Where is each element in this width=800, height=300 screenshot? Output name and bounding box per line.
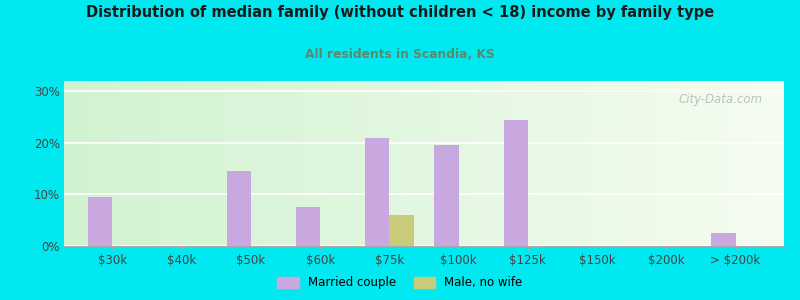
Text: City-Data.com: City-Data.com (678, 92, 762, 106)
Bar (390, 215, 414, 246)
Bar (434, 146, 458, 246)
Bar (365, 138, 390, 246)
Bar (504, 120, 528, 246)
Bar (88, 197, 113, 246)
Legend: Married couple, Male, no wife: Married couple, Male, no wife (273, 272, 527, 294)
Text: All residents in Scandia, KS: All residents in Scandia, KS (305, 48, 495, 61)
Bar (226, 171, 251, 246)
Bar (711, 233, 735, 246)
Text: Distribution of median family (without children < 18) income by family type: Distribution of median family (without c… (86, 4, 714, 20)
Bar (296, 207, 320, 246)
